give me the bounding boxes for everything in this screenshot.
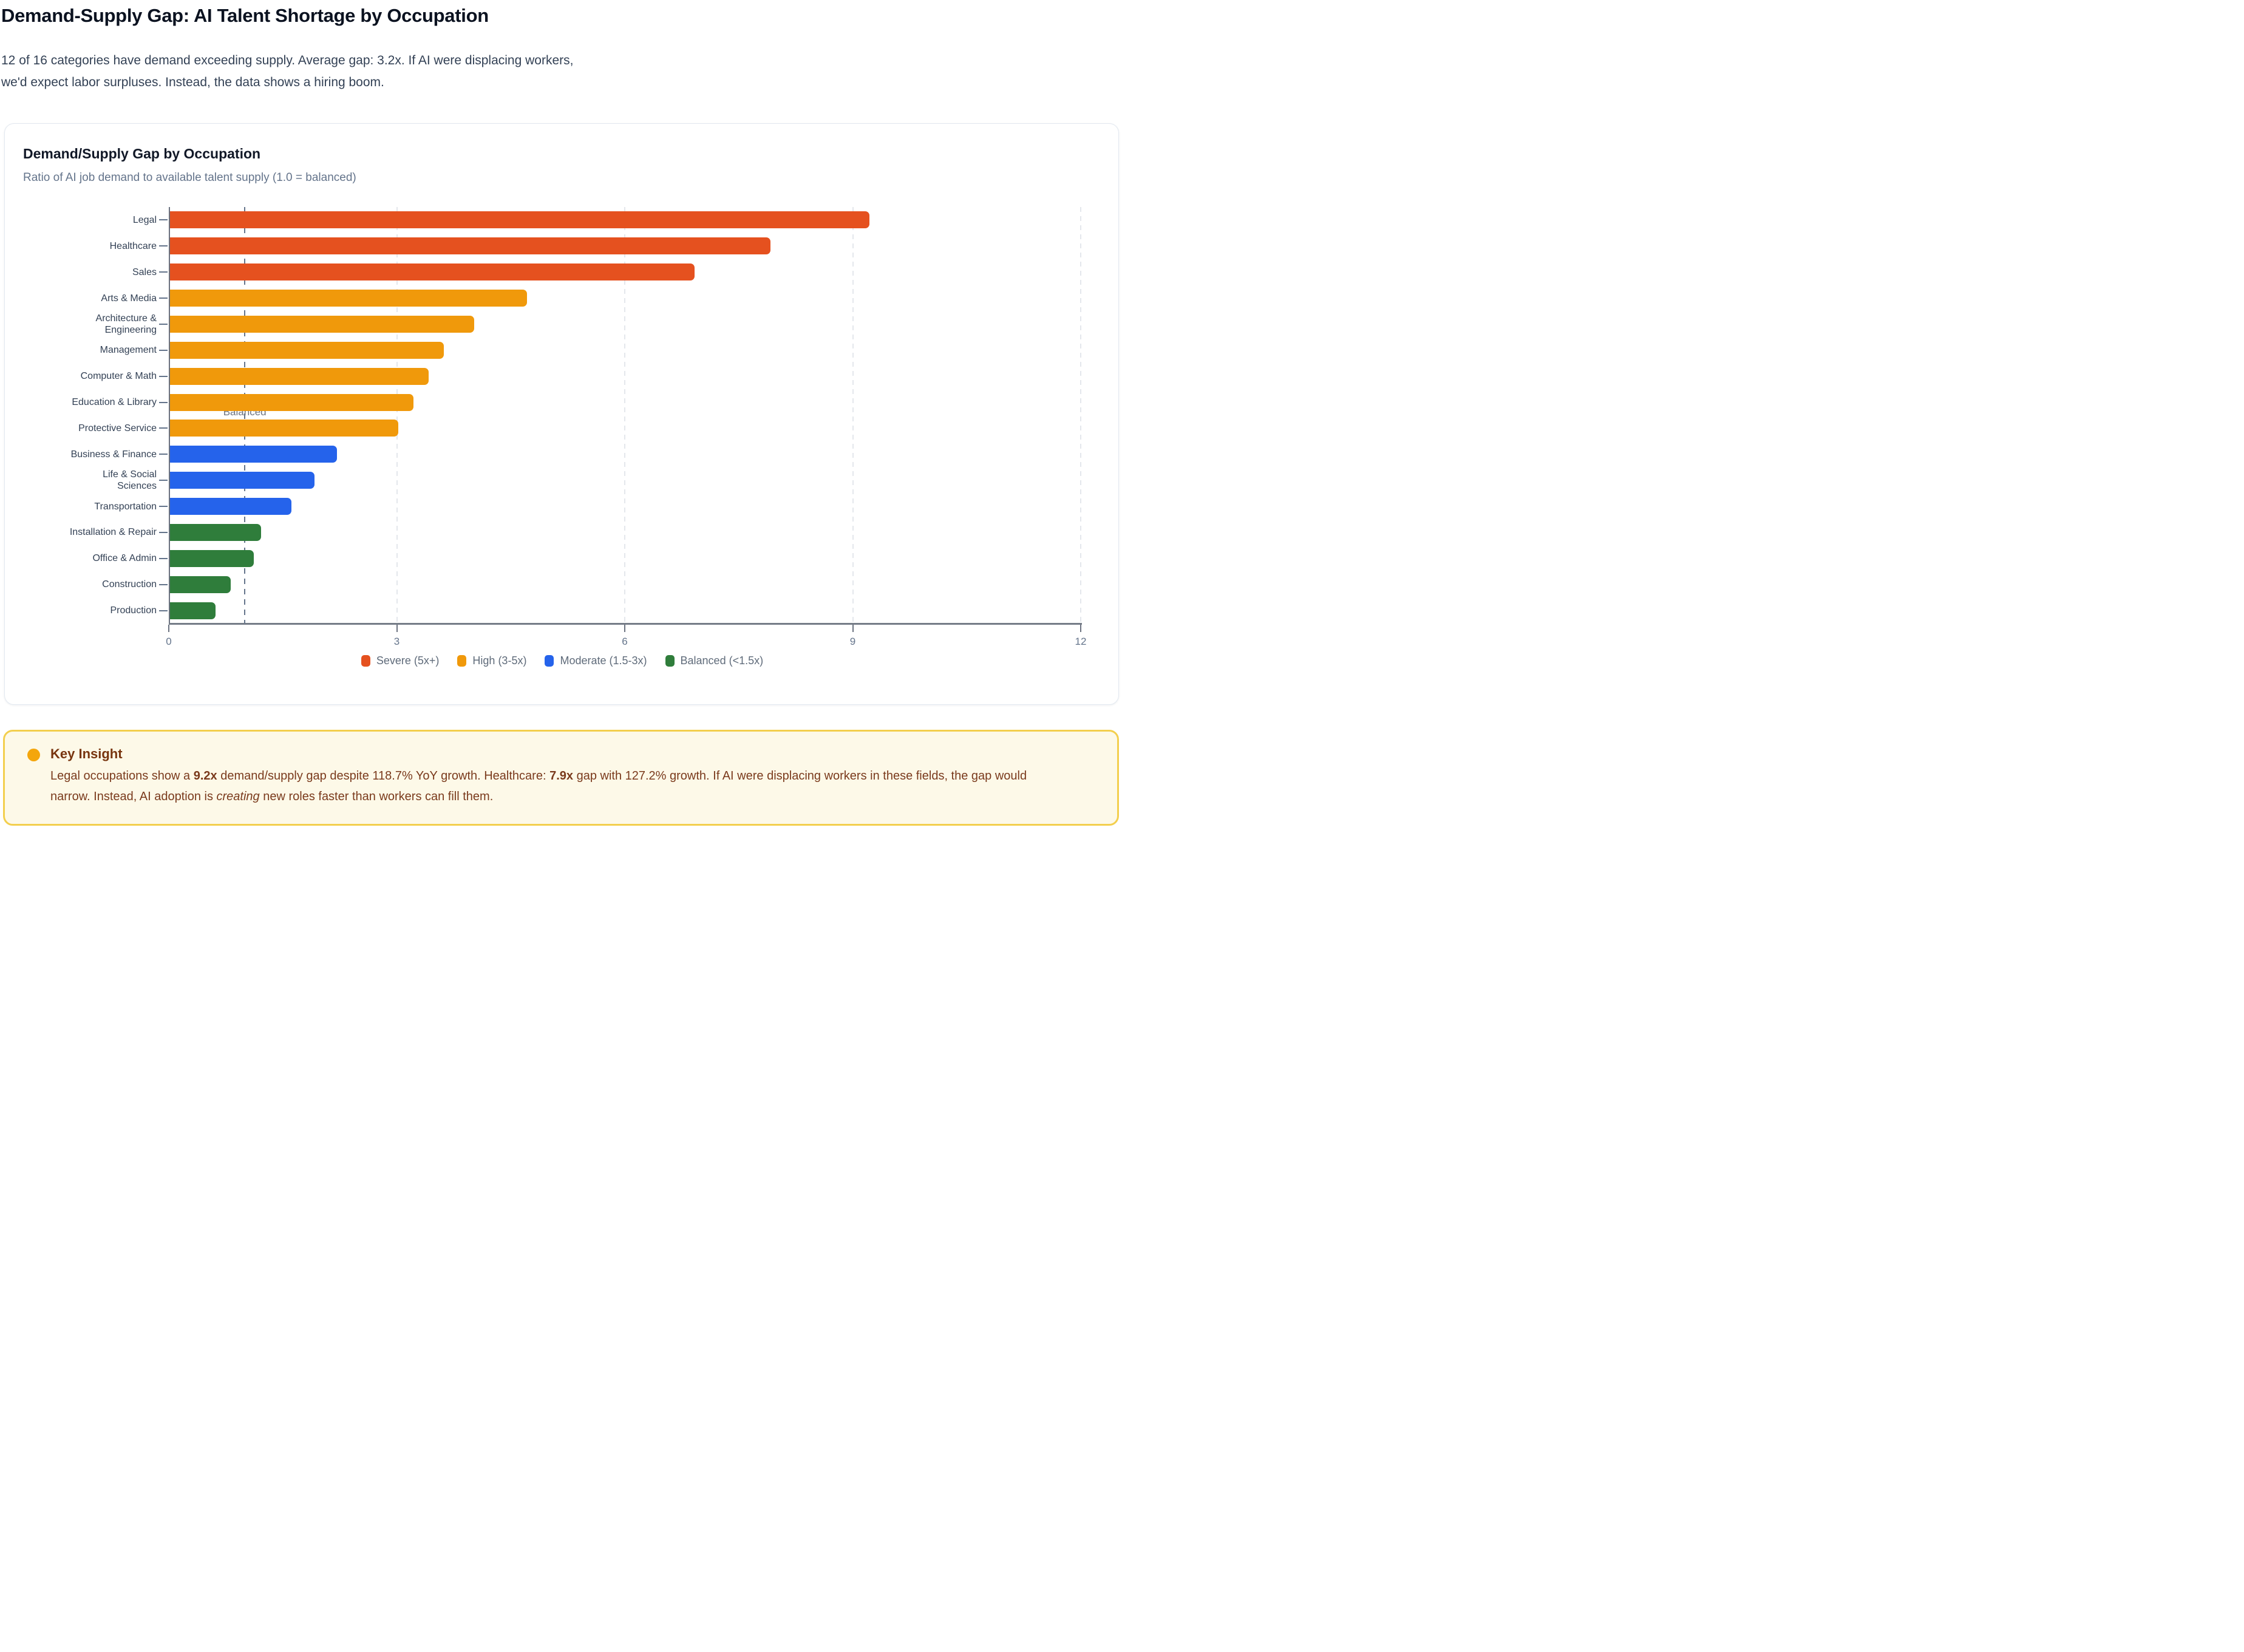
y-axis-tick-3 xyxy=(159,297,168,299)
x-axis-tick-3 xyxy=(396,625,398,632)
legend-label-1: High (3-5x) xyxy=(472,654,527,667)
legend-label-2: Moderate (1.5-3x) xyxy=(560,654,647,667)
category-label-9: Business & Finance xyxy=(70,449,157,460)
y-axis-line xyxy=(169,207,170,625)
y-axis-tick-10 xyxy=(159,480,168,481)
bar-protective-service[interactable] xyxy=(170,420,398,437)
chart-card: Demand/Supply Gap by Occupation Ratio of… xyxy=(4,123,1119,705)
x-axis-tick-label-0: 0 xyxy=(166,636,172,647)
bar-healthcare[interactable] xyxy=(170,237,770,255)
insight-text-segment: demand/supply gap despite 118.7% YoY gro… xyxy=(217,769,550,783)
balanced-reference-line xyxy=(244,207,246,624)
legend-swatch-icon-2 xyxy=(545,655,554,667)
y-axis-tick-15 xyxy=(159,610,168,611)
bar-life-and-social-sciences[interactable] xyxy=(170,472,314,489)
y-axis-tick-2 xyxy=(159,271,168,273)
y-axis-tick-1 xyxy=(159,245,168,247)
insight-text-segment: new roles faster than workers can fill t… xyxy=(259,790,494,803)
x-axis-tick-12 xyxy=(1080,625,1081,632)
gridline-x-6 xyxy=(624,207,625,624)
chart-legend: Severe (5x+) High (3-5x) Moderate (1.5-3x)… xyxy=(5,654,1120,667)
gridline-x-9 xyxy=(852,207,854,624)
category-label-4: Architecture & Engineering xyxy=(95,313,157,335)
bar-computer-and-math[interactable] xyxy=(170,367,429,385)
chart-subtitle: Ratio of AI job demand to available tale… xyxy=(23,171,356,184)
category-label-10: Life & Social Sciences xyxy=(103,469,157,492)
x-axis-line xyxy=(169,623,1082,625)
chart-plot: 0 3 6 9 12 Balanced Legal Healthcare Sales Arts &… xyxy=(5,207,1086,647)
page-subtitle: 12 of 16 categories have demand exceedin… xyxy=(1,50,573,93)
insight-heading: Key Insight xyxy=(50,746,123,761)
y-axis-tick-5 xyxy=(159,349,168,351)
bar-construction[interactable] xyxy=(170,576,231,593)
category-label-7: Education & Library xyxy=(72,397,157,408)
page-subtitle-line1: 12 of 16 categories have demand exceedin… xyxy=(1,53,574,67)
legend-swatch-icon-0 xyxy=(361,655,370,667)
legend-item-2[interactable]: Moderate (1.5-3x) xyxy=(545,654,647,667)
x-axis-tick-0 xyxy=(168,625,169,632)
category-label-12: Installation & Repair xyxy=(69,527,157,538)
bar-education-and-library[interactable] xyxy=(170,393,413,411)
chart-title: Demand/Supply Gap by Occupation xyxy=(23,146,261,161)
bar-management[interactable] xyxy=(170,341,444,359)
legend-item-1[interactable]: High (3-5x) xyxy=(457,654,526,667)
y-axis-tick-11 xyxy=(159,506,168,508)
category-label-5: Management xyxy=(100,345,157,356)
insight-text: Legal occupations show a 9.2x demand/sup… xyxy=(50,766,1046,807)
insight-text-segment: Legal occupations show a xyxy=(50,769,194,783)
insight-text-segment: 7.9x xyxy=(549,769,574,783)
legend-swatch-icon-1 xyxy=(457,655,467,667)
category-label-13: Office & Admin xyxy=(92,553,157,564)
insight-text-segment: creating xyxy=(216,790,260,803)
category-label-8: Protective Service xyxy=(78,423,157,433)
y-axis-tick-14 xyxy=(159,583,168,585)
y-axis-tick-12 xyxy=(159,531,168,533)
x-axis-tick-label-3: 3 xyxy=(393,636,400,647)
x-axis-tick-9 xyxy=(852,625,854,632)
x-axis-tick-label-12: 12 xyxy=(1075,636,1087,647)
x-axis-tick-label-9: 9 xyxy=(849,636,856,647)
bar-legal[interactable] xyxy=(170,211,869,229)
insight-text-segment: 9.2x xyxy=(193,769,217,783)
insight-text-segment: gap with 127.2% growth. If AI were displ… xyxy=(50,769,1027,803)
category-label-3: Arts & Media xyxy=(101,293,157,304)
category-label-2: Sales xyxy=(132,267,157,277)
gridline-x-3 xyxy=(396,207,398,624)
bar-architecture-and-engineering[interactable] xyxy=(170,315,474,333)
bar-transportation[interactable] xyxy=(170,498,292,515)
legend-item-0[interactable]: Severe (5x+) xyxy=(361,654,440,667)
page-title: Demand-Supply Gap: AI Talent Shortage by… xyxy=(1,5,489,26)
x-axis-tick-6 xyxy=(624,625,625,632)
bar-business-and-finance[interactable] xyxy=(170,446,338,463)
category-label-11: Transportation xyxy=(94,501,157,512)
page-subtitle-line2: we'd expect labor surpluses. Instead, th… xyxy=(1,75,384,89)
bar-sales[interactable] xyxy=(170,263,695,281)
gridline-x-12 xyxy=(1080,207,1081,624)
bar-production[interactable] xyxy=(170,602,216,619)
page: Demand-Supply Gap: AI Talent Shortage by… xyxy=(0,0,1122,826)
category-label-14: Construction xyxy=(102,579,157,590)
legend-label-0: Severe (5x+) xyxy=(376,654,440,667)
y-axis-tick-13 xyxy=(159,557,168,559)
y-axis-tick-7 xyxy=(159,401,168,403)
category-label-1: Healthcare xyxy=(109,240,157,251)
y-axis-tick-4 xyxy=(159,323,168,325)
y-axis-tick-8 xyxy=(159,427,168,429)
category-label-15: Production xyxy=(110,605,157,616)
category-label-6: Computer & Math xyxy=(80,371,157,382)
x-axis-tick-label-6: 6 xyxy=(622,636,628,647)
y-axis-tick-6 xyxy=(159,375,168,377)
legend-swatch-icon-3 xyxy=(665,655,675,667)
insight-bullet-icon xyxy=(27,749,40,761)
y-axis-tick-9 xyxy=(159,454,168,455)
y-axis-tick-0 xyxy=(159,219,168,221)
bar-office-and-admin[interactable] xyxy=(170,549,254,567)
legend-label-3: Balanced (<1.5x) xyxy=(680,654,764,667)
key-insight-card: Key Insight Legal occupations show a 9.2… xyxy=(3,730,1119,826)
bar-installation-and-repair[interactable] xyxy=(170,523,262,541)
bar-arts-and-media[interactable] xyxy=(170,290,528,307)
category-label-0: Legal xyxy=(132,214,157,225)
legend-item-3[interactable]: Balanced (<1.5x) xyxy=(665,654,764,667)
